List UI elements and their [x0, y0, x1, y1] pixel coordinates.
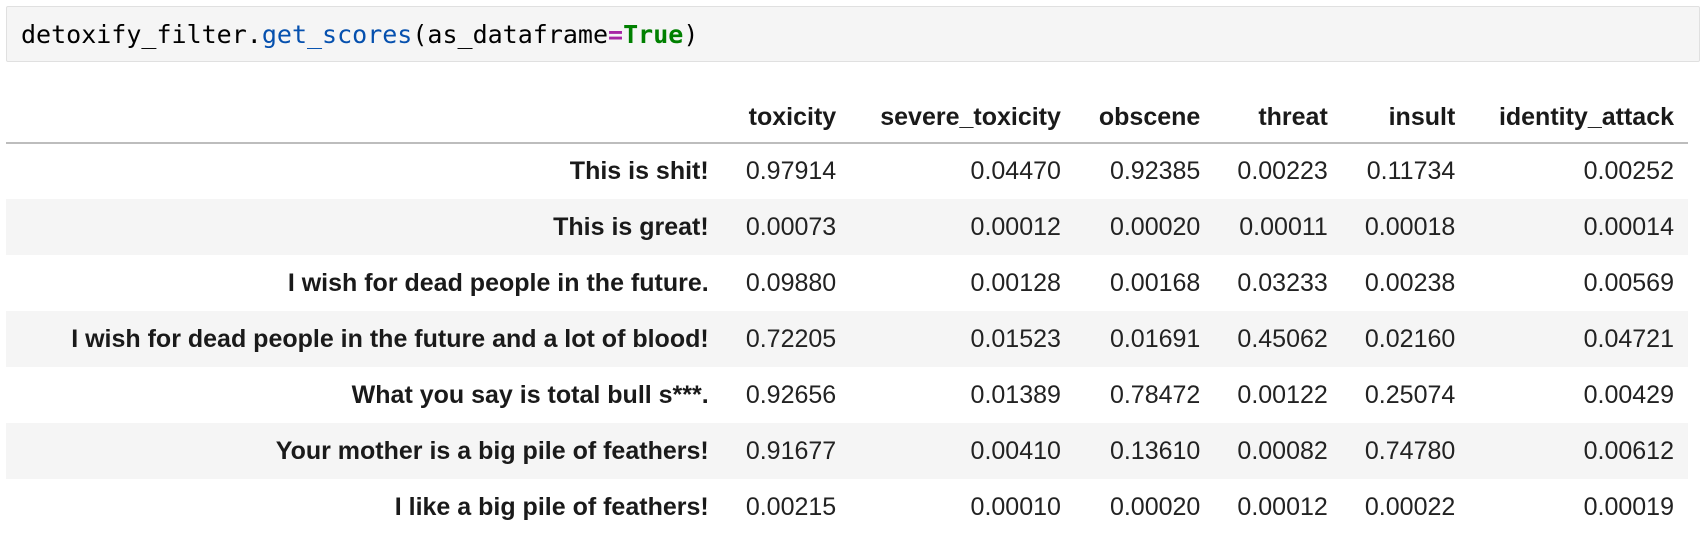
cell-obscene: 0.78472: [1109, 380, 1201, 409]
cell-severe-toxicity: 0.00010: [970, 492, 1061, 521]
cell-threat: 0.00122: [1237, 380, 1328, 409]
table-row: Your mother is a big pile of feathers! 0…: [6, 423, 1688, 479]
code-cell[interactable]: detoxify_filter. get_scores(as_dataframe =…: [6, 6, 1700, 62]
column-header-identity-attack: identity_attack: [1469, 80, 1688, 144]
cell-threat: 0.45062: [1237, 324, 1328, 353]
code-arg-value: True: [623, 19, 684, 49]
cell-obscene: 0.13610: [1109, 436, 1201, 465]
cell-severe-toxicity: 0.04470: [970, 157, 1061, 185]
cell-insult: 0.25074: [1364, 380, 1456, 409]
cell-identity-attack: 0.00019: [1583, 492, 1674, 521]
cell-threat: 0.00082: [1237, 436, 1328, 465]
cell-severe-toxicity: 0.00012: [970, 212, 1061, 241]
cell-insult: 0.00022: [1364, 492, 1456, 521]
cell-severe-toxicity: 0.00128: [970, 268, 1061, 297]
cell-insult: 0.02160: [1364, 324, 1456, 353]
cell-obscene: 0.92385: [1109, 157, 1201, 185]
cell-toxicity: 0.92656: [745, 380, 837, 409]
cell-threat: 0.03233: [1237, 268, 1328, 297]
cell-obscene: 0.00020: [1109, 212, 1201, 241]
row-label: Your mother is a big pile of feathers!: [275, 436, 709, 465]
column-header-insult: insult: [1341, 80, 1470, 144]
row-label: What you say is total bull s***.: [351, 380, 709, 409]
table-row: What you say is total bull s***. 0.92656…: [6, 367, 1688, 423]
cell-severe-toxicity: 0.01523: [970, 324, 1061, 353]
code-equals: =: [608, 19, 624, 49]
column-header-obscene: obscene: [1074, 80, 1215, 144]
row-label: This is shit!: [569, 157, 709, 185]
cell-identity-attack: 0.00252: [1583, 157, 1674, 185]
cell-identity-attack: 0.00014: [1583, 212, 1674, 241]
cell-toxicity: 0.00215: [745, 492, 837, 521]
cell-threat: 0.00223: [1237, 157, 1328, 185]
cell-insult: 0.74780: [1364, 436, 1456, 465]
cell-insult: 0.00018: [1364, 212, 1456, 241]
row-label: I wish for dead people in the future.: [287, 268, 709, 297]
cell-threat: 0.00012: [1237, 492, 1328, 521]
cell-identity-attack: 0.00429: [1583, 380, 1674, 409]
cell-obscene: 0.01691: [1109, 324, 1201, 353]
table-row: I like a big pile of feathers! 0.00215 0…: [6, 479, 1688, 535]
cell-severe-toxicity: 0.01389: [970, 380, 1061, 409]
cell-toxicity: 0.09880: [745, 268, 837, 297]
code-method: get_scores: [261, 19, 413, 49]
code-arg-name: as_dataframe: [427, 19, 609, 49]
cell-identity-attack: 0.04721: [1583, 324, 1674, 353]
code-object: detoxify_filter: [21, 19, 247, 49]
cell-severe-toxicity: 0.00410: [970, 436, 1061, 465]
table-row: This is great! 0.00073 0.00012 0.00020 0…: [6, 199, 1688, 255]
table-row: This is shit! 0.97914 0.04470 0.92385 0.…: [6, 143, 1688, 199]
row-label: I like a big pile of feathers!: [394, 492, 709, 521]
cell-identity-attack: 0.00612: [1583, 436, 1674, 465]
cell-toxicity: 0.72205: [745, 324, 837, 353]
cell-toxicity: 0.97914: [745, 157, 837, 185]
code-close-paren: ): [683, 19, 699, 49]
cell-threat: 0.00011: [1239, 212, 1328, 241]
table-row: I wish for dead people in the future and…: [6, 311, 1688, 367]
cell-toxicity: 0.00073: [745, 212, 837, 241]
cell-identity-attack: 0.00569: [1583, 268, 1674, 297]
cell-toxicity: 0.91677: [745, 436, 837, 465]
column-header-toxicity: toxicity: [722, 80, 851, 144]
cell-insult: 0.00238: [1364, 268, 1456, 297]
cell-insult: 0.11734: [1366, 157, 1456, 185]
code-open-paren: (: [412, 19, 428, 49]
cell-obscene: 0.00168: [1109, 268, 1201, 297]
column-header-severe-toxicity: severe_toxicity: [850, 80, 1075, 144]
row-label: I wish for dead people in the future and…: [71, 324, 709, 353]
cell-obscene: 0.00020: [1109, 492, 1201, 521]
column-header-threat: threat: [1214, 80, 1342, 144]
table-row: I wish for dead people in the future. 0.…: [6, 255, 1688, 311]
code-dot: .: [246, 19, 262, 49]
row-label: This is great!: [553, 212, 709, 241]
header-row: toxicity severe_toxicity obscene threat …: [6, 80, 1688, 144]
scores-dataframe: toxicity severe_toxicity obscene threat …: [6, 80, 1688, 535]
index-header: [6, 80, 723, 144]
